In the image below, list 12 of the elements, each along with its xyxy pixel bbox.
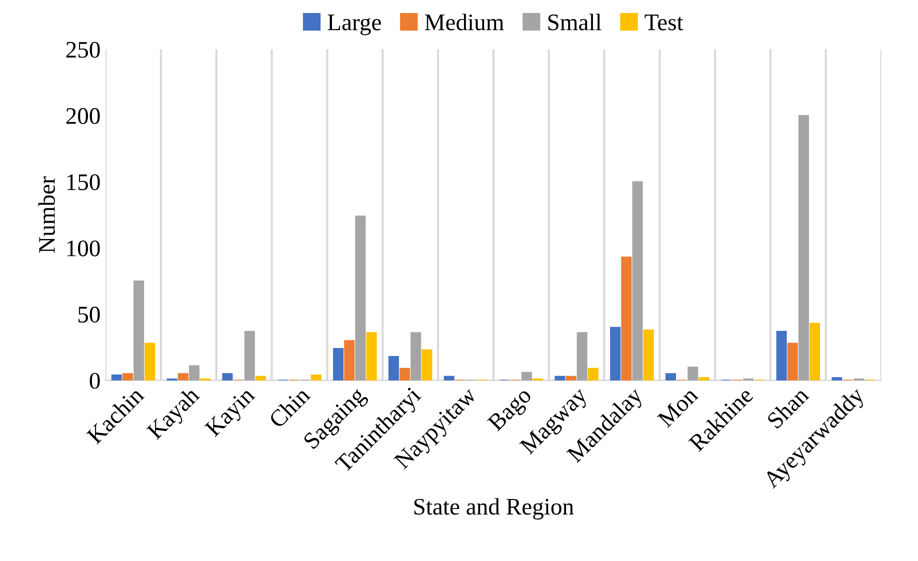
legend-label: Large [328,14,381,36]
x-axis-title: State and Region [414,498,574,520]
legend-label: Test [644,14,684,30]
legend-label: Small [548,14,602,30]
y-tick-label: 100 [67,240,100,256]
y-tick-label: 200 [66,108,100,124]
legend-label: Medium [424,14,504,30]
y-tick-label: 150 [67,174,100,190]
y-tick-label: 50 [78,306,100,323]
y-tick-label: 0 [90,372,100,389]
y-axis-title: Number [38,176,55,253]
y-tick-label: 250 [66,42,100,58]
